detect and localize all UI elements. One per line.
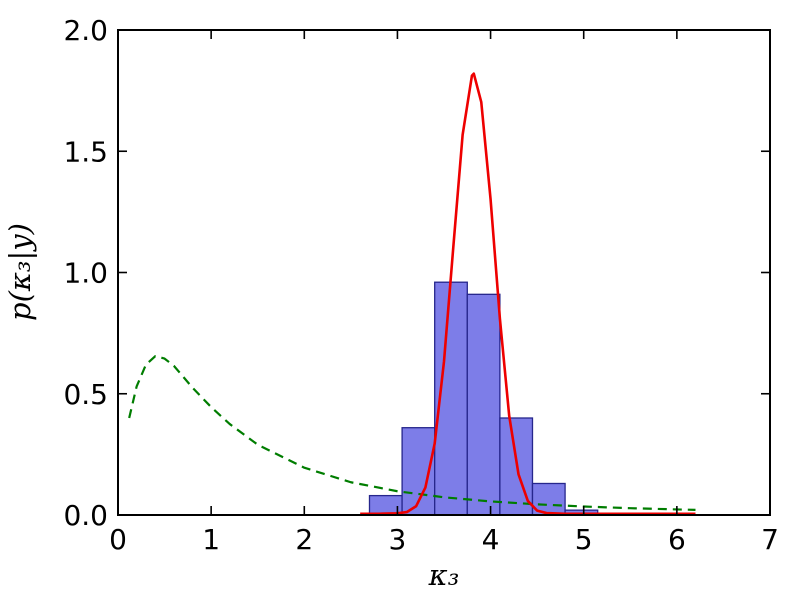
histogram-bar bbox=[466, 293, 501, 516]
posterior-curve bbox=[360, 72, 696, 516]
x-tick-label: 1 bbox=[202, 523, 220, 556]
plot-layers: 0 1 2 3 4 5 6 7 0.0 0.5 1.0 1.5 2.0 bbox=[63, 14, 778, 556]
y-tick-label: 0.5 bbox=[63, 378, 108, 411]
x-tick-label: 6 bbox=[668, 523, 686, 556]
x-axis-label: κ₃ bbox=[428, 558, 460, 592]
y-tick-label: 2.0 bbox=[63, 14, 108, 47]
y-axis-label: p(κ₃|y) bbox=[3, 223, 37, 321]
x-tick-label: 5 bbox=[575, 523, 593, 556]
x-tick-label: 4 bbox=[482, 523, 500, 556]
y-ticks: 0.0 0.5 1.0 1.5 2.0 bbox=[63, 14, 770, 532]
x-tick-label: 0 bbox=[109, 523, 127, 556]
y-tick-label: 0.0 bbox=[63, 499, 108, 532]
x-tick-label: 7 bbox=[761, 523, 779, 556]
x-tick-label: 2 bbox=[295, 523, 313, 556]
histogram-bars bbox=[368, 281, 599, 516]
x-tick-label: 3 bbox=[389, 523, 407, 556]
x-ticks: 0 1 2 3 4 5 6 7 bbox=[109, 30, 779, 556]
y-tick-label: 1.5 bbox=[63, 135, 108, 168]
y-tick-label: 1.0 bbox=[63, 257, 108, 290]
prior-curve bbox=[128, 355, 696, 512]
